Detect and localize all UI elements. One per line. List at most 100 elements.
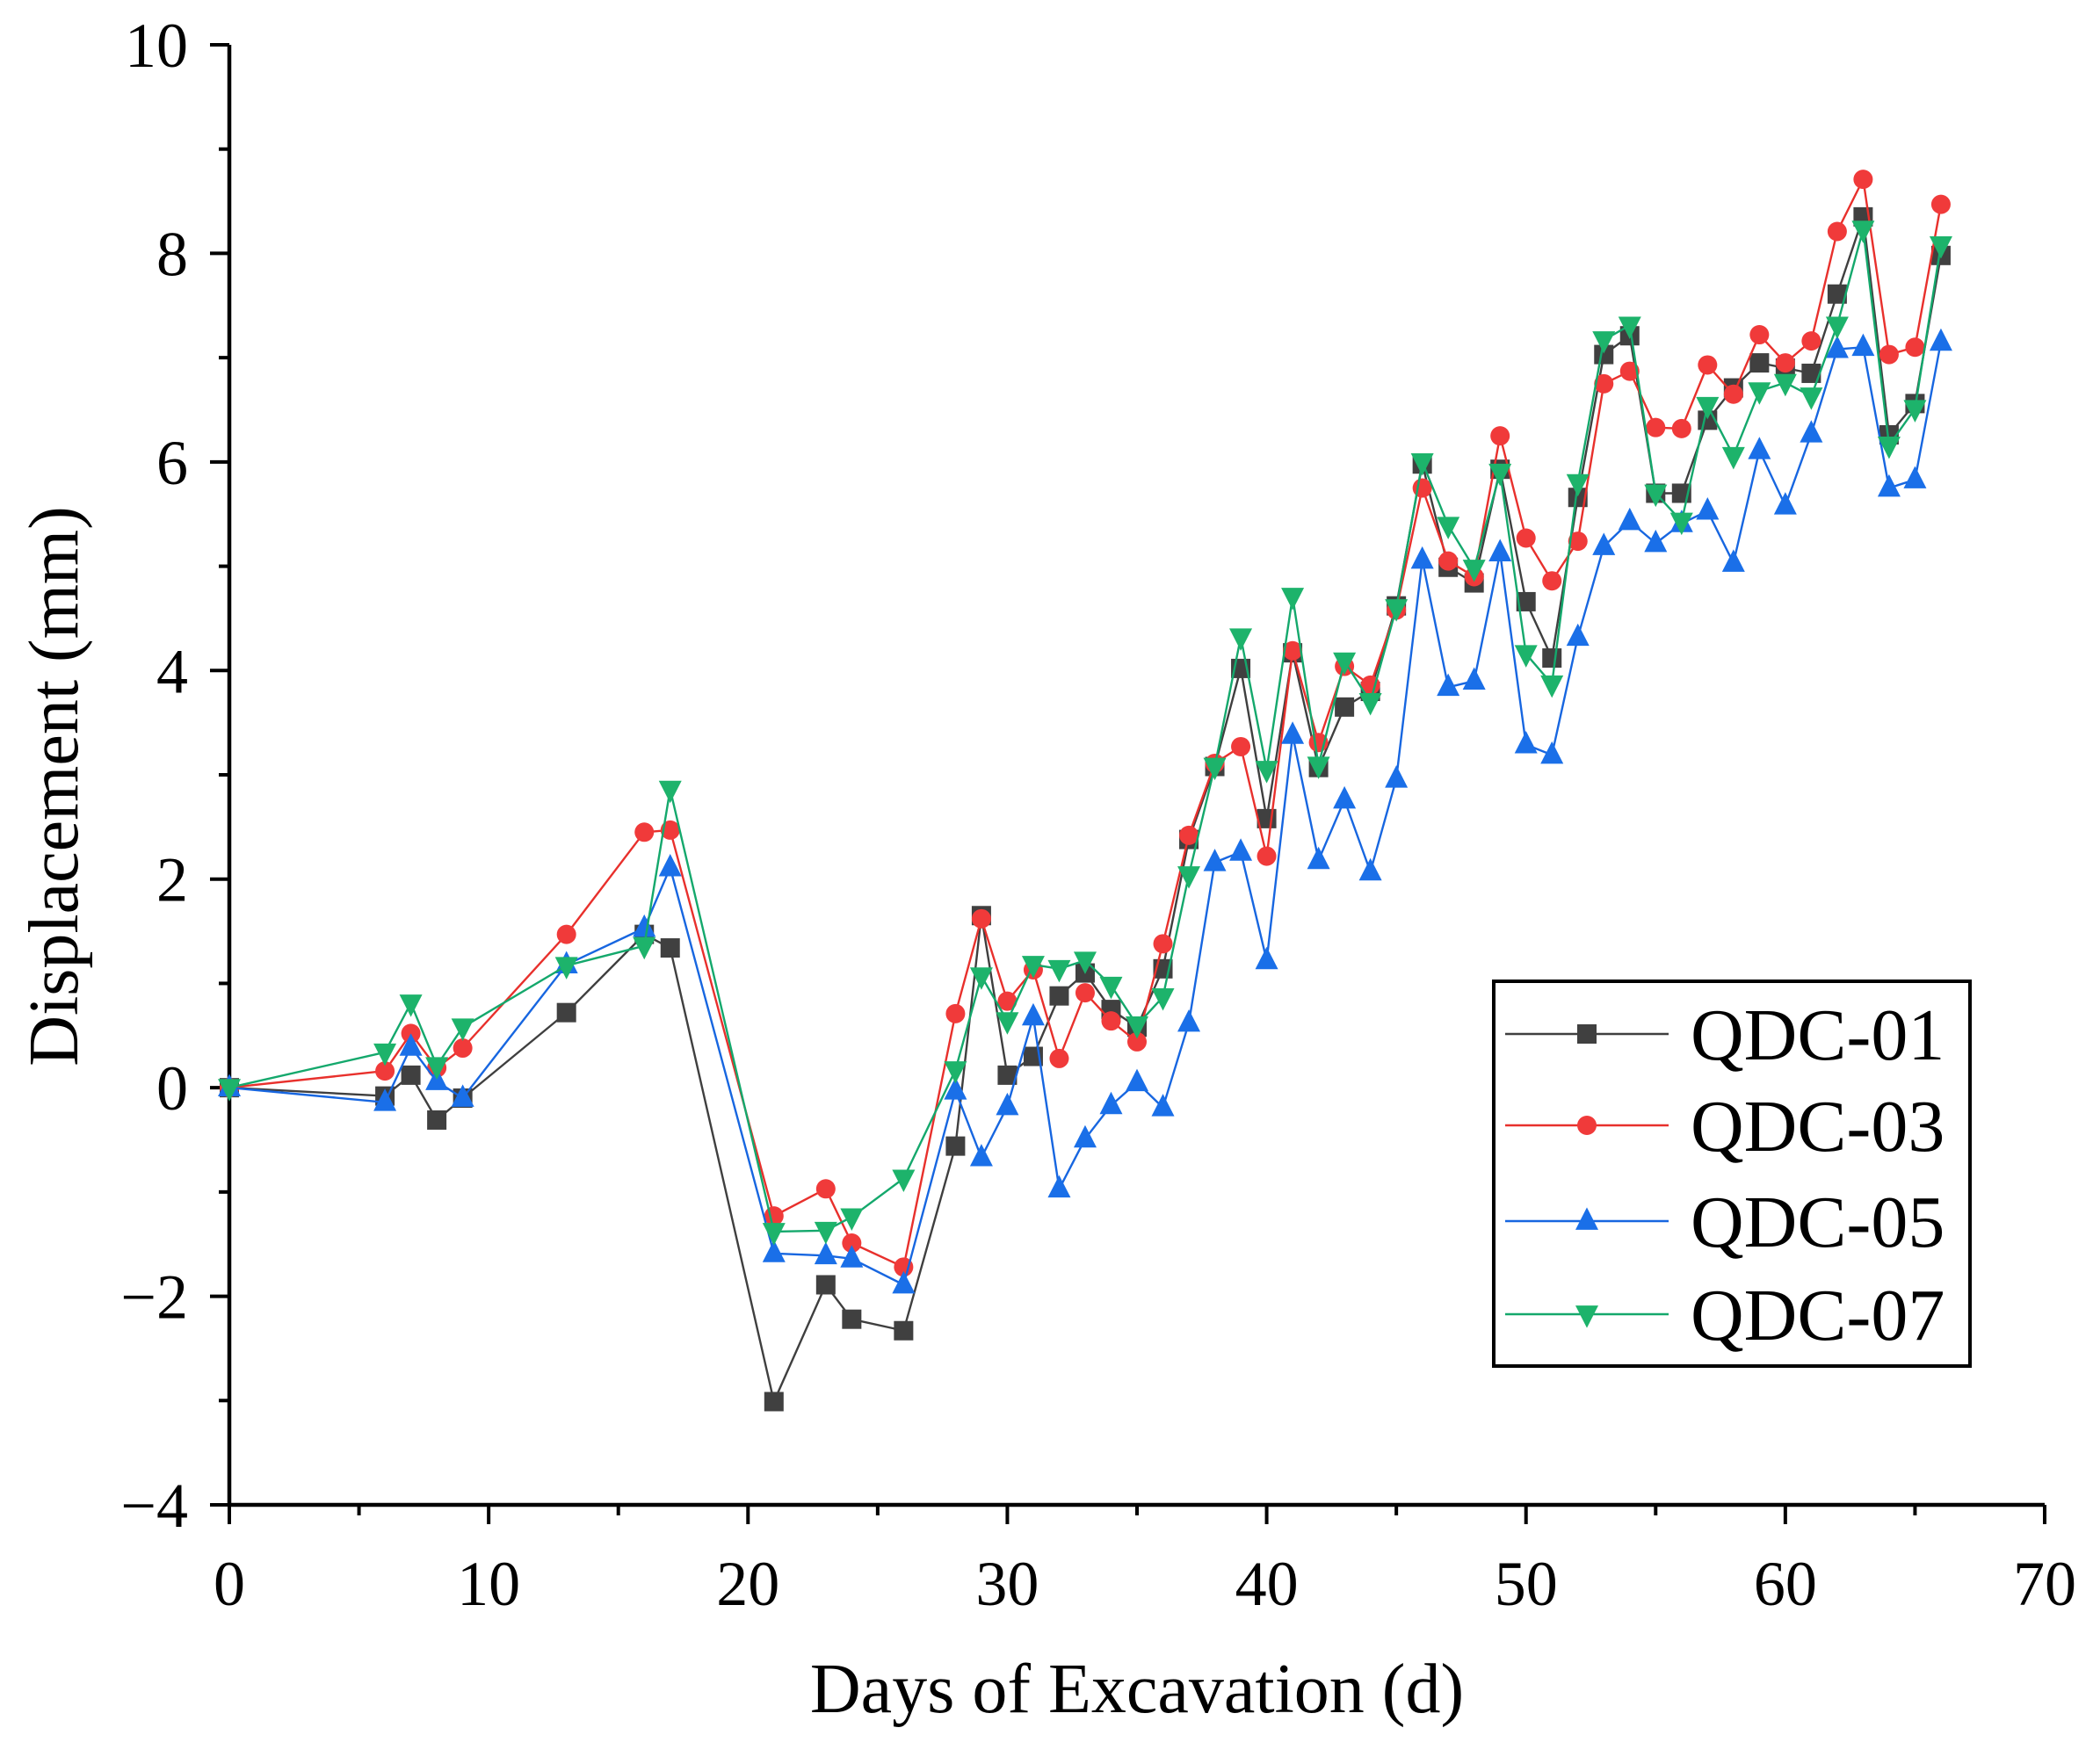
data-point-qdc-03-day-47 [1438, 551, 1459, 571]
data-point-qdc-05-day-35 [1126, 1068, 1148, 1092]
data-point-qdc-01-day-17 [660, 938, 680, 958]
data-point-qdc-05-day-17 [658, 854, 682, 877]
data-point-qdc-07-day-41 [1281, 588, 1305, 611]
data-point-qdc-07-day-57 [1696, 396, 1720, 420]
data-point-qdc-05-day-31 [1021, 1002, 1045, 1026]
data-point-qdc-03-day-23 [815, 1179, 836, 1199]
data-point-qdc-07-day-61 [1800, 387, 1823, 410]
data-point-qdc-05-day-61 [1800, 420, 1823, 443]
data-point-qdc-05-day-50 [1514, 730, 1538, 754]
data-point-qdc-03-day-65 [1905, 337, 1925, 358]
series-qdc-05 [218, 328, 1952, 1294]
data-point-qdc-05-day-59 [1748, 437, 1771, 459]
data-point-qdc-05-day-65 [1903, 466, 1927, 488]
data-point-qdc-05-day-30 [996, 1092, 1019, 1116]
data-point-qdc-03-day-33 [1075, 983, 1095, 1003]
data-point-qdc-07-day-55 [1644, 484, 1668, 508]
data-point-qdc-03-day-39 [1231, 736, 1251, 756]
data-point-qdc-07-day-35 [1126, 1016, 1148, 1039]
data-point-qdc-05-day-16 [633, 914, 656, 937]
data-point-qdc-07-day-6 [373, 1043, 397, 1066]
x-tick-label: 50 [1495, 1549, 1558, 1619]
x-tick-label: 60 [1754, 1549, 1817, 1619]
y-tick-label: 0 [156, 1053, 188, 1124]
data-point-qdc-01-day-51 [1542, 648, 1562, 669]
data-point-qdc-03-day-54 [1619, 361, 1640, 381]
data-point-qdc-07-day-30 [996, 1012, 1019, 1035]
data-point-qdc-01-day-52 [1568, 488, 1588, 508]
data-point-qdc-07-day-28 [944, 1061, 967, 1084]
data-point-qdc-05-day-60 [1773, 492, 1797, 515]
data-point-qdc-05-day-41 [1281, 721, 1305, 744]
data-point-qdc-01-day-21 [764, 1392, 784, 1412]
data-point-qdc-07-day-50 [1514, 645, 1538, 668]
y-tick-label: 8 [156, 219, 188, 289]
data-point-qdc-05-day-33 [1073, 1124, 1097, 1148]
x-tick-label: 0 [214, 1549, 245, 1619]
data-point-qdc-07-day-36 [1151, 987, 1175, 1011]
data-point-qdc-03-day-41 [1283, 640, 1303, 661]
y-axis-title: Displacement (mm) [16, 506, 93, 1066]
data-point-qdc-07-day-13 [554, 957, 578, 980]
data-point-qdc-07-day-66 [1929, 236, 1952, 259]
data-point-qdc-01-day-53 [1594, 344, 1614, 365]
data-point-qdc-03-day-16 [634, 822, 655, 842]
data-point-qdc-03-day-32 [1049, 1048, 1069, 1068]
data-point-qdc-07-day-23 [814, 1221, 837, 1245]
data-point-qdc-05-day-37 [1177, 1009, 1201, 1032]
legend-marker-qdc-01 [1577, 1024, 1597, 1044]
legend-entry-qdc-01: QDC-01 [1505, 994, 1945, 1076]
data-point-qdc-03-day-29 [971, 908, 991, 929]
data-point-qdc-07-day-29 [969, 967, 993, 990]
data-point-qdc-07-day-42 [1307, 756, 1330, 779]
data-point-qdc-05-day-21 [762, 1240, 786, 1262]
legend-entry-qdc-03: QDC-03 [1505, 1086, 1945, 1168]
data-point-qdc-05-day-34 [1099, 1091, 1123, 1115]
data-point-qdc-07-day-16 [633, 936, 656, 960]
data-point-qdc-05-day-44 [1358, 857, 1382, 881]
data-point-qdc-03-day-55 [1646, 417, 1666, 437]
y-tick-label: −4 [120, 1471, 188, 1541]
legend-label-qdc-03: QDC-03 [1691, 1086, 1945, 1168]
data-point-qdc-01-day-8 [427, 1110, 447, 1130]
data-point-qdc-05-day-39 [1229, 838, 1253, 861]
data-point-qdc-03-day-56 [1671, 418, 1691, 438]
data-point-qdc-03-day-36 [1153, 934, 1173, 954]
data-point-qdc-01-day-24 [842, 1309, 862, 1329]
legend-label-qdc-01: QDC-01 [1691, 994, 1945, 1076]
data-point-qdc-05-day-28 [944, 1077, 967, 1100]
data-point-qdc-05-day-48 [1462, 667, 1486, 690]
legend-box [1492, 980, 1972, 1368]
legend-entry-qdc-07: QDC-07 [1505, 1275, 1945, 1356]
legend-entry-qdc-05: QDC-05 [1505, 1182, 1945, 1263]
y-tick-label: 4 [156, 636, 188, 706]
data-point-qdc-07-day-21 [762, 1223, 786, 1246]
data-point-qdc-03-day-34 [1101, 1011, 1121, 1031]
data-point-qdc-05-day-57 [1696, 497, 1720, 520]
data-point-qdc-03-day-35 [1127, 1031, 1147, 1052]
data-point-qdc-05-day-64 [1877, 474, 1901, 497]
data-point-qdc-05-day-62 [1825, 336, 1849, 358]
data-point-qdc-05-day-49 [1488, 539, 1512, 562]
data-point-qdc-05-day-53 [1592, 532, 1616, 555]
data-point-qdc-07-day-17 [658, 780, 682, 804]
data-point-qdc-05-day-23 [814, 1241, 837, 1265]
data-point-qdc-03-day-49 [1490, 426, 1510, 446]
data-point-qdc-03-day-40 [1257, 846, 1277, 866]
data-point-qdc-03-day-9 [453, 1038, 473, 1059]
data-point-qdc-03-day-37 [1179, 825, 1199, 845]
series-layer [218, 170, 1952, 1412]
series-qdc-07 [218, 220, 1952, 1246]
legend-marker-qdc-05 [1575, 1207, 1598, 1230]
data-point-qdc-01-day-59 [1749, 353, 1770, 373]
data-point-qdc-05-day-51 [1540, 741, 1564, 764]
axes: 0 10 20 30 40 50 60 70 −4 −2 0 2 4 6 8 10 [120, 11, 2076, 1619]
data-point-qdc-05-day-29 [969, 1144, 993, 1167]
data-point-qdc-01-day-28 [945, 1136, 966, 1156]
data-point-qdc-05-day-55 [1644, 529, 1668, 553]
data-point-qdc-01-day-23 [815, 1275, 836, 1295]
data-point-qdc-01-day-62 [1827, 284, 1847, 304]
data-point-qdc-01-day-43 [1335, 697, 1355, 717]
data-point-qdc-03-day-60 [1775, 353, 1795, 373]
